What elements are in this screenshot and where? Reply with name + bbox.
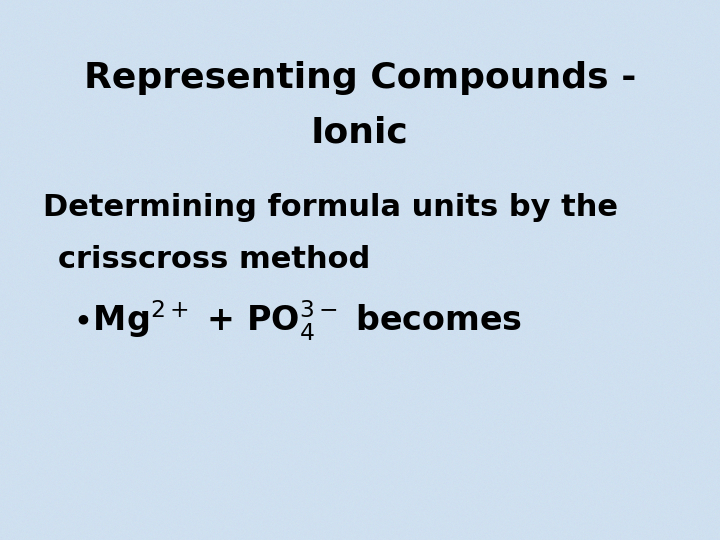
Text: $\bullet$Mg$^{2+}$ + PO$_4^{3-}$ becomes: $\bullet$Mg$^{2+}$ + PO$_4^{3-}$ becomes xyxy=(72,299,522,343)
Text: Ionic: Ionic xyxy=(311,116,409,149)
Text: Representing Compounds -: Representing Compounds - xyxy=(84,62,636,95)
Text: Determining formula units by the: Determining formula units by the xyxy=(43,193,618,222)
Text: crisscross method: crisscross method xyxy=(58,245,370,274)
